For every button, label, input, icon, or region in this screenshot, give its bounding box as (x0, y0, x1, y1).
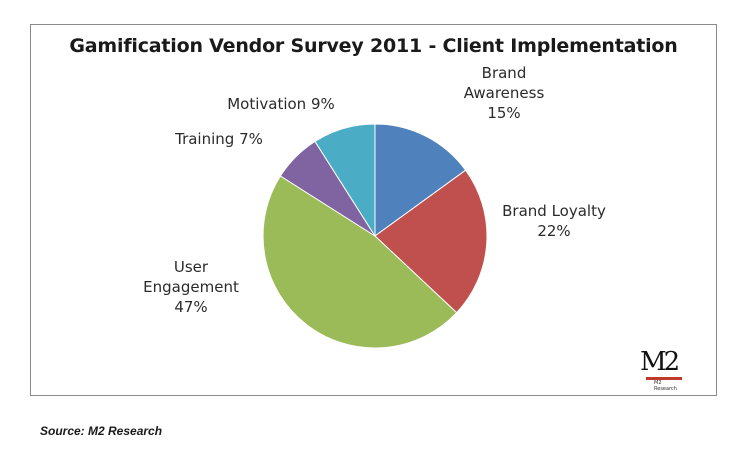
chart-frame: Gamification Vendor Survey 2011 - Client… (30, 24, 717, 396)
logo-caption: M2 Research (654, 380, 677, 392)
pie-slice-motivation (314, 123, 376, 238)
label-user-engagement: User Engagement 47% (143, 258, 239, 316)
label-motivation: Motivation 9% (227, 95, 335, 113)
logo-bar (646, 377, 682, 380)
pie-slice-user-engagement (262, 175, 458, 349)
logo-mark: M2 (640, 347, 680, 377)
pie-slice-brand-loyalty (374, 169, 488, 314)
m2-research-logo: M2 M2 Research (634, 347, 686, 392)
label-brand-awareness: Brand Awareness 15% (463, 64, 545, 122)
source-note: Source: M2 Research (40, 424, 163, 438)
pie-chart (262, 123, 488, 349)
label-brand-loyalty: Brand Loyalty 22% (502, 202, 606, 240)
chart-title: Gamification Vendor Survey 2011 - Client… (69, 35, 678, 57)
label-training: Training 7% (175, 130, 263, 148)
pie-slice-brand-awareness (374, 123, 467, 237)
